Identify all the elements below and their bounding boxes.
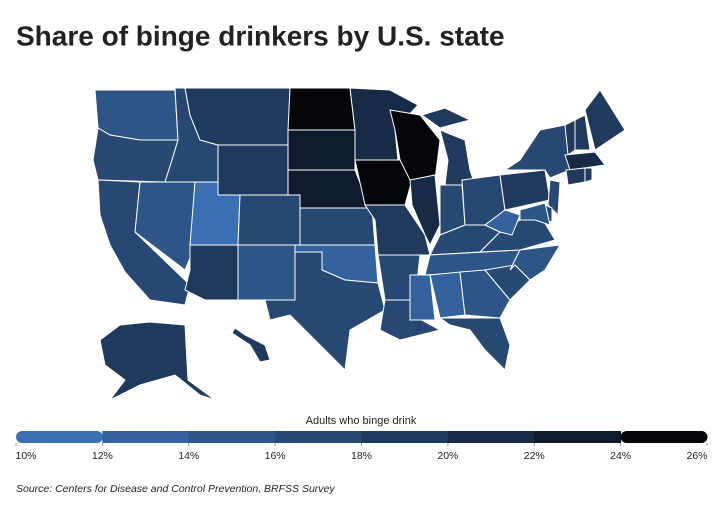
- state: [217, 144, 289, 196]
- state: [184, 244, 239, 301]
- legend-tick-label: 16%: [265, 450, 286, 462]
- state: [409, 174, 441, 247]
- legend-tick-label: 18%: [351, 450, 372, 462]
- legend-swatch: [361, 431, 449, 443]
- legend-tick-label: 22%: [524, 450, 545, 462]
- state: [519, 202, 551, 226]
- legend-swatch: [188, 431, 276, 443]
- legend-tick-label: 24%: [610, 450, 631, 462]
- state: [484, 209, 521, 236]
- legend-tick-label: 12%: [92, 450, 113, 462]
- state: [287, 169, 371, 209]
- state: [184, 87, 291, 146]
- legend-title: Adults who binge drink: [306, 415, 417, 427]
- state: [409, 274, 436, 321]
- state: [574, 114, 591, 151]
- state: [459, 269, 511, 319]
- legend-swatch: [447, 431, 535, 443]
- state: [94, 89, 179, 141]
- state: [287, 129, 356, 171]
- state: [354, 159, 413, 206]
- state: [547, 179, 561, 217]
- state: [299, 207, 376, 246]
- state: [231, 327, 271, 363]
- legend-tick-label: 26%: [686, 450, 707, 462]
- legend-swatch: [620, 431, 708, 443]
- legend-swatch: [534, 431, 622, 443]
- state: [264, 251, 386, 372]
- state: [349, 87, 419, 161]
- legend-tick-label: 14%: [178, 450, 199, 462]
- state: [503, 124, 571, 179]
- legend-swatch: [16, 431, 103, 443]
- state: [287, 87, 356, 131]
- state: [438, 317, 511, 372]
- state: [237, 244, 296, 301]
- legend-swatch: [275, 431, 362, 443]
- chart-title: Share of binge drinkers by U.S. state: [16, 20, 505, 51]
- legend-tick-label: 20%: [437, 450, 458, 462]
- state: [429, 271, 466, 319]
- state: [564, 151, 606, 171]
- state: [99, 321, 216, 401]
- state: [565, 167, 586, 186]
- state: [237, 194, 301, 246]
- legend-swatch: [102, 431, 190, 443]
- state: [584, 89, 626, 151]
- source-note: Source: Centers for Disease and Control …: [16, 483, 335, 495]
- state: [584, 167, 593, 183]
- legend-tick-label: 10%: [15, 450, 36, 462]
